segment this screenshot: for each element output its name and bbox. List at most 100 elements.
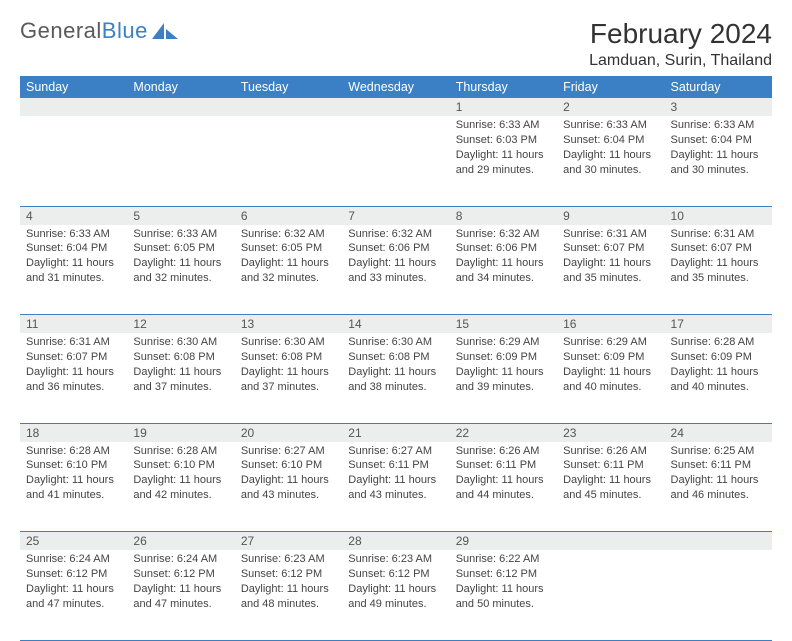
day-number-cell: 6 [235,206,342,225]
day-details: Sunrise: 6:28 AMSunset: 6:09 PMDaylight:… [665,333,772,400]
calendar-day-cell [557,550,664,640]
calendar-day-cell: Sunrise: 6:30 AMSunset: 6:08 PMDaylight:… [235,333,342,423]
calendar-day-cell: Sunrise: 6:33 AMSunset: 6:04 PMDaylight:… [20,225,127,315]
day-details: Sunrise: 6:26 AMSunset: 6:11 PMDaylight:… [557,442,664,509]
day-details: Sunrise: 6:28 AMSunset: 6:10 PMDaylight:… [20,442,127,509]
calendar-day-cell: Sunrise: 6:33 AMSunset: 6:05 PMDaylight:… [127,225,234,315]
day-details: Sunrise: 6:33 AMSunset: 6:04 PMDaylight:… [20,225,127,292]
day-number-cell: 24 [665,423,772,442]
day-details: Sunrise: 6:23 AMSunset: 6:12 PMDaylight:… [235,550,342,617]
day-number-cell: 23 [557,423,664,442]
day-number-cell: 28 [342,532,449,551]
title-block: February 2024 Lamduan, Surin, Thailand [589,18,772,70]
day-number-cell: 29 [450,532,557,551]
calendar-day-cell: Sunrise: 6:30 AMSunset: 6:08 PMDaylight:… [342,333,449,423]
calendar-day-cell [665,550,772,640]
day-number-cell: 25 [20,532,127,551]
day-number-cell: 9 [557,206,664,225]
day-details: Sunrise: 6:24 AMSunset: 6:12 PMDaylight:… [20,550,127,617]
calendar-day-cell: Sunrise: 6:23 AMSunset: 6:12 PMDaylight:… [235,550,342,640]
calendar-header-row: SundayMondayTuesdayWednesdayThursdayFrid… [20,76,772,98]
calendar-day-cell: Sunrise: 6:32 AMSunset: 6:06 PMDaylight:… [342,225,449,315]
day-details: Sunrise: 6:30 AMSunset: 6:08 PMDaylight:… [342,333,449,400]
day-number-cell: 15 [450,315,557,334]
day-number-cell [20,98,127,116]
day-number-cell: 27 [235,532,342,551]
calendar-day-cell: Sunrise: 6:26 AMSunset: 6:11 PMDaylight:… [450,442,557,532]
day-number-cell: 20 [235,423,342,442]
calendar-week-row: Sunrise: 6:24 AMSunset: 6:12 PMDaylight:… [20,550,772,640]
day-number-cell: 21 [342,423,449,442]
day-details: Sunrise: 6:28 AMSunset: 6:10 PMDaylight:… [127,442,234,509]
weekday-header: Thursday [450,76,557,98]
weekday-header: Tuesday [235,76,342,98]
calendar-day-cell: Sunrise: 6:28 AMSunset: 6:10 PMDaylight:… [127,442,234,532]
day-details: Sunrise: 6:31 AMSunset: 6:07 PMDaylight:… [20,333,127,400]
location-text: Lamduan, Surin, Thailand [589,52,772,70]
calendar-day-cell: Sunrise: 6:33 AMSunset: 6:04 PMDaylight:… [557,116,664,206]
day-details: Sunrise: 6:26 AMSunset: 6:11 PMDaylight:… [450,442,557,509]
day-details: Sunrise: 6:31 AMSunset: 6:07 PMDaylight:… [557,225,664,292]
weekday-header: Saturday [665,76,772,98]
calendar-day-cell: Sunrise: 6:33 AMSunset: 6:04 PMDaylight:… [665,116,772,206]
calendar-day-cell: Sunrise: 6:26 AMSunset: 6:11 PMDaylight:… [557,442,664,532]
calendar-day-cell: Sunrise: 6:27 AMSunset: 6:11 PMDaylight:… [342,442,449,532]
calendar-week-row: Sunrise: 6:28 AMSunset: 6:10 PMDaylight:… [20,442,772,532]
calendar-day-cell [235,116,342,206]
brand-name-a: General [20,18,102,43]
calendar-day-cell [342,116,449,206]
page-header: GeneralBlue February 2024 Lamduan, Surin… [20,18,772,70]
calendar-week-row: Sunrise: 6:33 AMSunset: 6:04 PMDaylight:… [20,225,772,315]
calendar-day-cell: Sunrise: 6:33 AMSunset: 6:03 PMDaylight:… [450,116,557,206]
calendar-week-row: Sunrise: 6:33 AMSunset: 6:03 PMDaylight:… [20,116,772,206]
day-details: Sunrise: 6:25 AMSunset: 6:11 PMDaylight:… [665,442,772,509]
month-title: February 2024 [589,18,772,50]
calendar-day-cell: Sunrise: 6:32 AMSunset: 6:06 PMDaylight:… [450,225,557,315]
calendar-page: GeneralBlue February 2024 Lamduan, Surin… [0,0,792,641]
calendar-day-cell: Sunrise: 6:25 AMSunset: 6:11 PMDaylight:… [665,442,772,532]
weekday-header: Monday [127,76,234,98]
day-number-row: 2526272829 [20,532,772,551]
day-number-row: 11121314151617 [20,315,772,334]
day-number-cell: 8 [450,206,557,225]
calendar-day-cell: Sunrise: 6:28 AMSunset: 6:09 PMDaylight:… [665,333,772,423]
day-details: Sunrise: 6:29 AMSunset: 6:09 PMDaylight:… [557,333,664,400]
day-number-cell: 2 [557,98,664,116]
calendar-day-cell: Sunrise: 6:32 AMSunset: 6:05 PMDaylight:… [235,225,342,315]
calendar-day-cell: Sunrise: 6:22 AMSunset: 6:12 PMDaylight:… [450,550,557,640]
brand-name: GeneralBlue [20,18,148,44]
day-number-cell: 12 [127,315,234,334]
day-number-cell: 22 [450,423,557,442]
day-details: Sunrise: 6:30 AMSunset: 6:08 PMDaylight:… [127,333,234,400]
calendar-day-cell: Sunrise: 6:28 AMSunset: 6:10 PMDaylight:… [20,442,127,532]
day-details: Sunrise: 6:24 AMSunset: 6:12 PMDaylight:… [127,550,234,617]
day-details: Sunrise: 6:33 AMSunset: 6:03 PMDaylight:… [450,116,557,183]
day-number-cell: 26 [127,532,234,551]
day-number-cell: 17 [665,315,772,334]
calendar-day-cell: Sunrise: 6:31 AMSunset: 6:07 PMDaylight:… [557,225,664,315]
calendar-day-cell [127,116,234,206]
day-number-row: 45678910 [20,206,772,225]
calendar-day-cell: Sunrise: 6:29 AMSunset: 6:09 PMDaylight:… [450,333,557,423]
brand-logo: GeneralBlue [20,18,178,44]
calendar-day-cell: Sunrise: 6:24 AMSunset: 6:12 PMDaylight:… [127,550,234,640]
day-details: Sunrise: 6:27 AMSunset: 6:11 PMDaylight:… [342,442,449,509]
calendar-day-cell: Sunrise: 6:24 AMSunset: 6:12 PMDaylight:… [20,550,127,640]
day-details: Sunrise: 6:31 AMSunset: 6:07 PMDaylight:… [665,225,772,292]
day-details: Sunrise: 6:22 AMSunset: 6:12 PMDaylight:… [450,550,557,617]
day-number-cell: 10 [665,206,772,225]
day-number-cell: 1 [450,98,557,116]
day-number-cell: 19 [127,423,234,442]
day-details: Sunrise: 6:32 AMSunset: 6:05 PMDaylight:… [235,225,342,292]
calendar-day-cell: Sunrise: 6:30 AMSunset: 6:08 PMDaylight:… [127,333,234,423]
day-details: Sunrise: 6:23 AMSunset: 6:12 PMDaylight:… [342,550,449,617]
day-number-cell: 7 [342,206,449,225]
day-number-row: 123 [20,98,772,116]
day-details: Sunrise: 6:33 AMSunset: 6:05 PMDaylight:… [127,225,234,292]
day-number-cell: 13 [235,315,342,334]
brand-name-b: Blue [102,18,148,43]
day-details: Sunrise: 6:32 AMSunset: 6:06 PMDaylight:… [450,225,557,292]
day-number-row: 18192021222324 [20,423,772,442]
calendar-day-cell: Sunrise: 6:23 AMSunset: 6:12 PMDaylight:… [342,550,449,640]
calendar-day-cell: Sunrise: 6:31 AMSunset: 6:07 PMDaylight:… [665,225,772,315]
